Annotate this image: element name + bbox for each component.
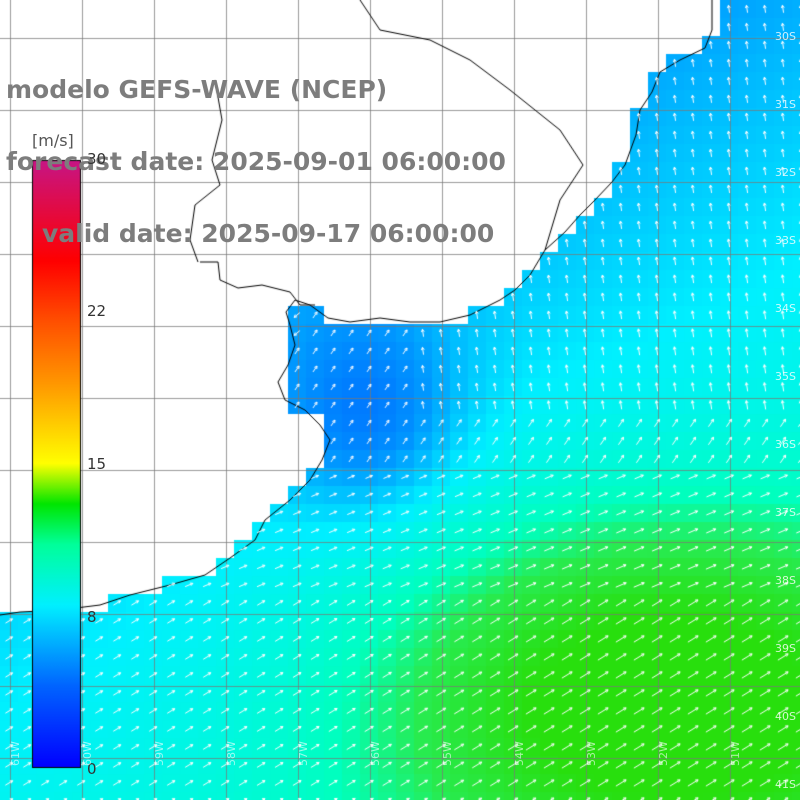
latitude-label: 30S	[775, 30, 796, 43]
map-title: modelo GEFS-WAVE (NCEP) forecast date: 2…	[6, 30, 506, 270]
colorbar-tick-8: 8	[87, 608, 97, 626]
colorbar-tick-22: 22	[87, 302, 107, 320]
colorbar-unit: [m/s]	[32, 131, 74, 150]
longitude-label: 53W	[585, 741, 598, 766]
latitude-label: 31S	[775, 98, 796, 111]
model-title: modelo GEFS-WAVE (NCEP)	[6, 75, 388, 104]
latitude-label: 33S	[775, 234, 796, 247]
colorbar-tick-30: 30	[87, 150, 107, 168]
longitude-label: 56W	[369, 741, 382, 766]
latitude-label: 36S	[775, 438, 796, 451]
colorbar-tick-0: 0	[87, 760, 97, 778]
colorbar-tick-15: 15	[87, 455, 107, 473]
latitude-label: 32S	[775, 166, 796, 179]
latitude-label: 38S	[775, 574, 796, 587]
latitude-label: 41S	[775, 778, 796, 791]
longitude-label: 58W	[225, 741, 238, 766]
latitude-label: 40S	[775, 710, 796, 723]
longitude-label: 61W	[9, 741, 22, 766]
longitude-label: 60W	[81, 741, 94, 766]
latitude-label: 37S	[775, 506, 796, 519]
longitude-label: 57W	[297, 741, 310, 766]
valid-date: valid date: 2025-09-17 06:00:00	[42, 219, 495, 248]
longitude-label: 51W	[729, 741, 742, 766]
latitude-label: 39S	[775, 642, 796, 655]
longitude-label: 59W	[153, 741, 166, 766]
forecast-date: forecast date: 2025-09-01 06:00:00	[6, 147, 506, 176]
longitude-label: 52W	[657, 741, 670, 766]
longitude-label: 54W	[513, 741, 526, 766]
latitude-label: 35S	[775, 370, 796, 383]
latitude-label: 34S	[775, 302, 796, 315]
longitude-label: 55W	[441, 741, 454, 766]
